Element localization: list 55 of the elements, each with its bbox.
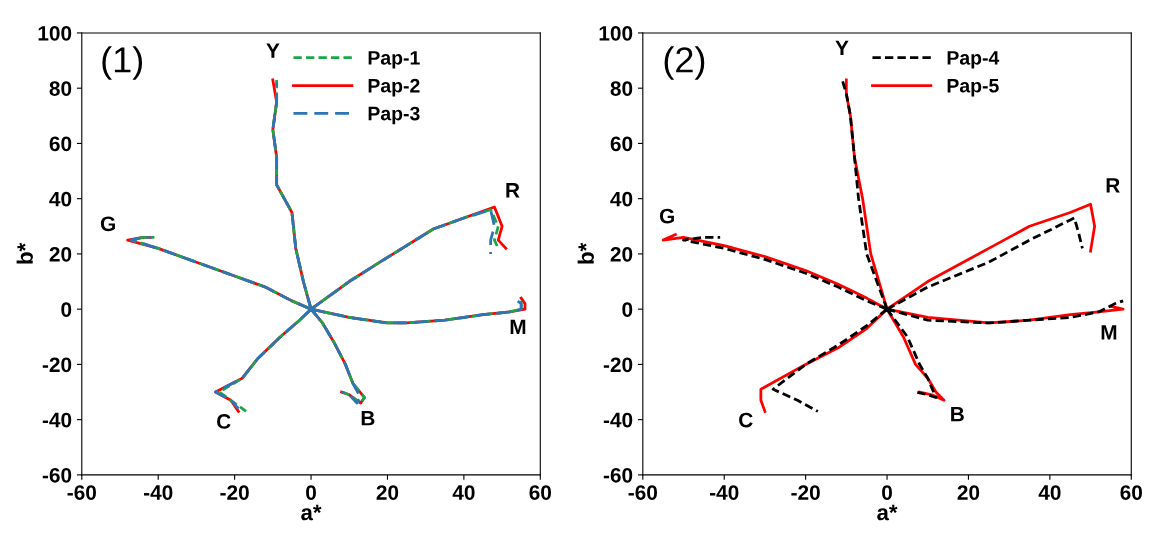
x-tick-label: 40: [452, 485, 475, 500]
annotation: R: [1106, 178, 1120, 193]
y-axis-title: b*: [577, 242, 594, 264]
annotation: M: [1101, 325, 1117, 340]
annotation: C: [739, 412, 753, 428]
y-tick-label: 60: [49, 136, 72, 152]
y-tick-label: 100: [599, 25, 633, 41]
y-tick-label: 60: [610, 136, 633, 152]
chart-title: (1): [102, 46, 143, 80]
x-tick-label: 60: [529, 485, 552, 500]
annotation: G: [100, 216, 115, 232]
y-tick-label: -60: [603, 467, 633, 483]
x-tick-label: -60: [67, 485, 96, 500]
legend-label: Pap-2: [368, 78, 420, 97]
x-tick-label: 0: [882, 485, 892, 500]
y-tick-label: 20: [49, 246, 72, 262]
y-tick-label: 0: [622, 302, 633, 317]
annotation: M: [510, 319, 526, 335]
y-tick-label: 40: [49, 191, 72, 207]
chart-title: (2): [664, 46, 705, 80]
y-axis-title: b*: [16, 242, 33, 264]
y-tick-label: 0: [61, 302, 72, 317]
annotation: C: [217, 414, 231, 429]
y-tick-label: 80: [610, 81, 633, 96]
y-tick-label: -40: [42, 412, 72, 428]
x-tick-label: 20: [376, 485, 399, 500]
x-tick-label: 20: [957, 485, 980, 500]
legend-label: Pap-5: [947, 79, 999, 97]
x-axis-title: a*: [877, 504, 898, 521]
legend-label: Pap-1: [368, 51, 420, 69]
y-tick-label: -20: [603, 357, 633, 373]
x-tick-label: -20: [220, 485, 249, 500]
y-tick-label: 100: [38, 25, 72, 41]
y-tick-label: -20: [42, 357, 72, 373]
y-tick-label: -60: [42, 467, 72, 483]
x-axis-title: a*: [301, 504, 322, 521]
x-tick-label: -60: [628, 485, 658, 500]
x-tick-label: -40: [709, 485, 739, 500]
annotation: R: [506, 183, 520, 198]
legend-label: Pap-4: [947, 51, 1000, 69]
annotation: Y: [266, 43, 280, 58]
x-tick-label: -40: [143, 485, 173, 500]
annotation: B: [361, 411, 375, 426]
x-tick-label: 40: [1038, 485, 1061, 500]
y-tick-label: -40: [603, 412, 633, 428]
annotation: G: [659, 208, 674, 224]
x-tick-label: -20: [791, 485, 820, 500]
legend-label: Pap-3: [368, 106, 420, 125]
annotation: Y: [835, 40, 849, 56]
x-tick-label: 60: [1120, 485, 1142, 500]
y-tick-label: 80: [49, 81, 72, 96]
y-tick-label: 40: [610, 191, 633, 207]
y-tick-label: 20: [610, 246, 633, 262]
x-tick-label: 0: [306, 485, 316, 500]
annotation: B: [951, 407, 964, 422]
